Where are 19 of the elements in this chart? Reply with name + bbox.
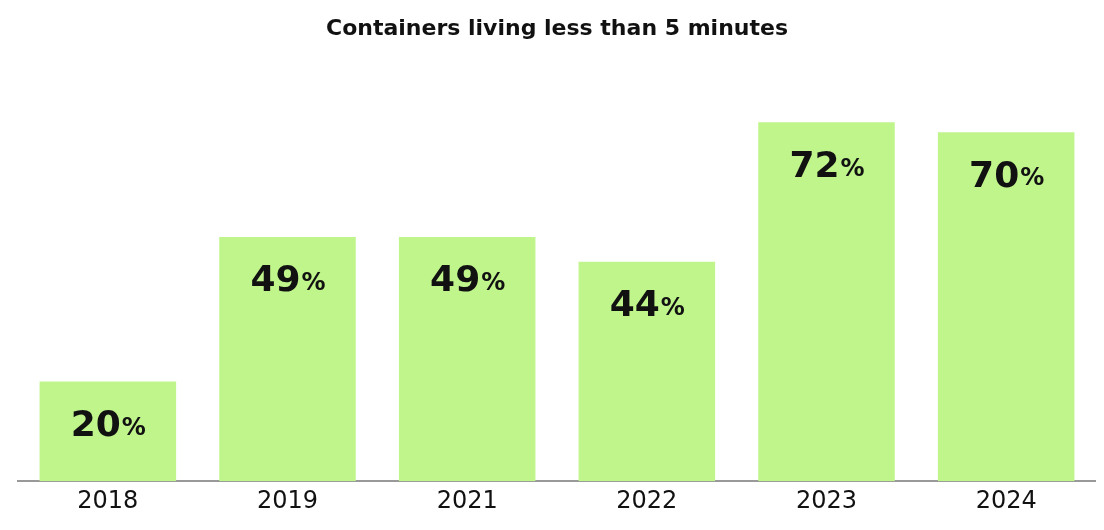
data-label: 44% [609, 283, 685, 325]
bar [578, 261, 716, 482]
x-tick-label: 2019 [256, 485, 319, 514]
x-tick-label: 2023 [795, 485, 858, 514]
bar [398, 236, 536, 482]
data-label: 70% [969, 153, 1045, 195]
data-label: 49% [250, 258, 326, 300]
chart-title: Containers living less than 5 minutes [326, 14, 788, 40]
x-tick-label: 2024 [975, 485, 1037, 514]
bar [758, 122, 895, 482]
x-tick-label: 2018 [77, 485, 139, 514]
x-tick-label: 2021 [436, 485, 498, 514]
data-label: 72% [789, 143, 865, 185]
bar [219, 236, 356, 482]
x-tick-label: 2022 [616, 485, 678, 514]
data-label: 49% [430, 258, 506, 300]
bar [937, 132, 1075, 482]
bar [39, 381, 177, 482]
data-label: 20% [70, 402, 146, 444]
